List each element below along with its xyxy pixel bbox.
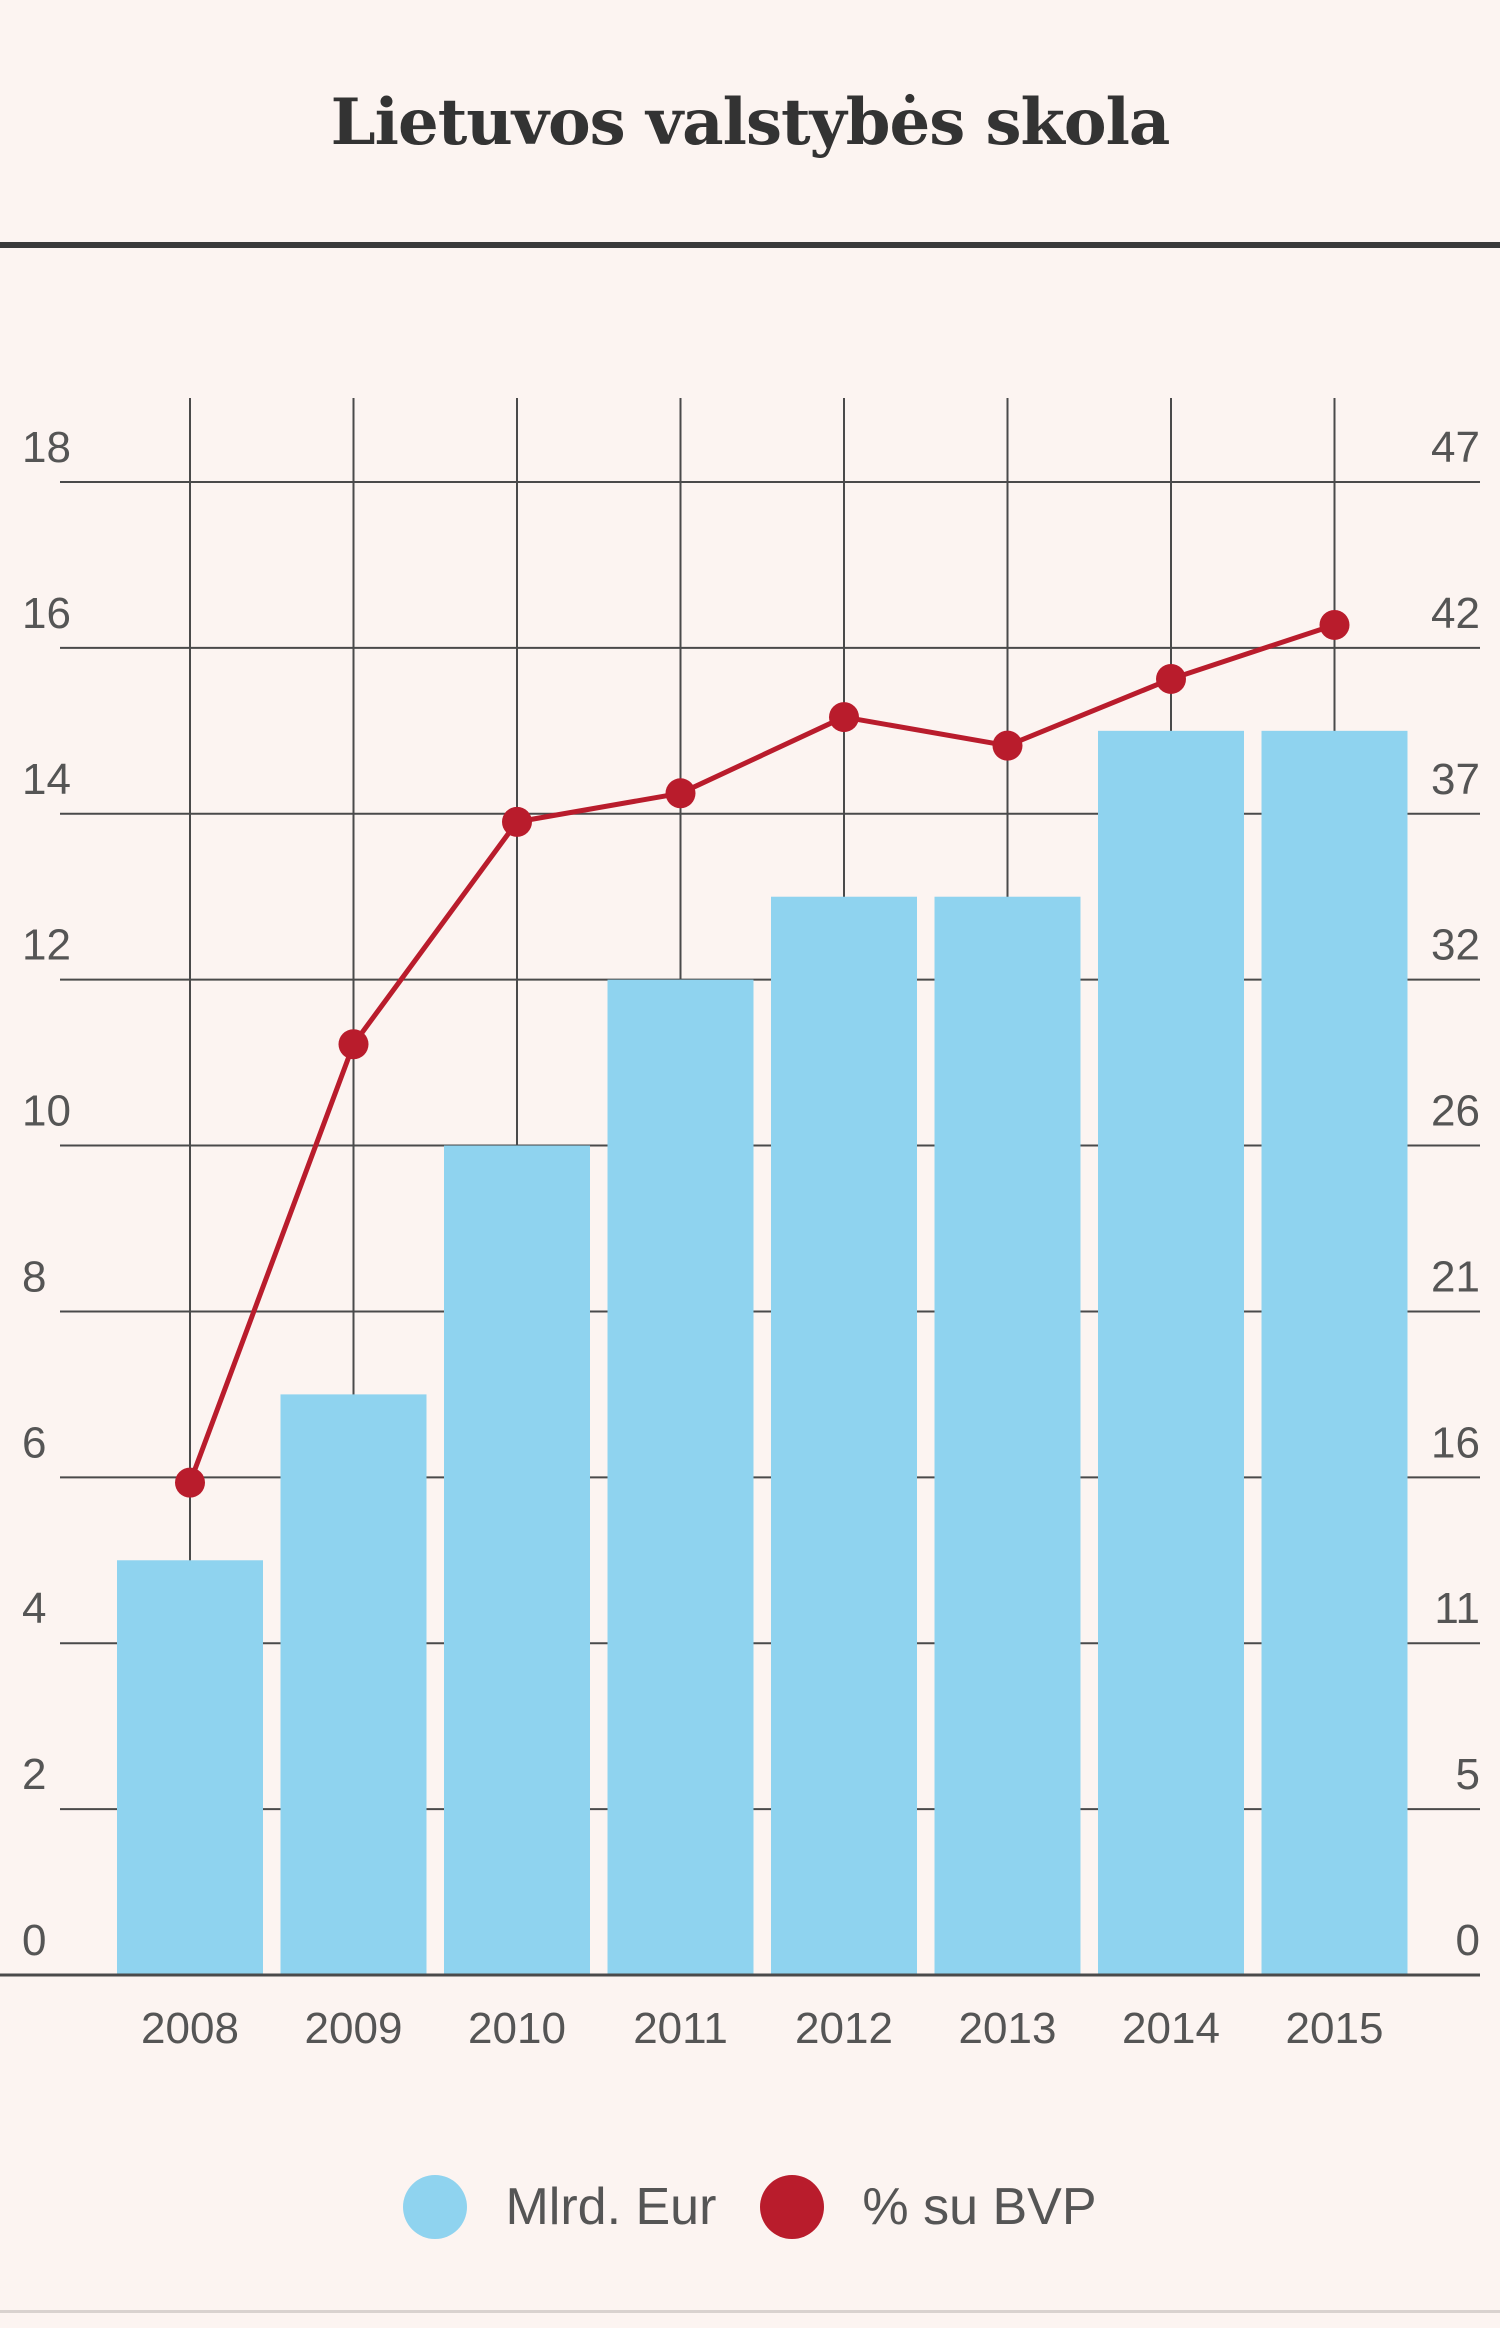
line-point-2015 — [1319, 609, 1350, 640]
line-point-2009 — [338, 1029, 369, 1060]
y-left-tick-18: 18 — [22, 423, 71, 472]
chart-header: Lietuvos valstybės skola — [0, 0, 1500, 248]
y-left-tick-12: 12 — [22, 921, 71, 970]
y-right-tick-5: 5 — [1456, 1750, 1480, 1799]
y-left-tick-14: 14 — [22, 755, 71, 804]
chart-title: Lietuvos valstybės skola — [330, 85, 1171, 160]
y-left-tick-4: 4 — [22, 1584, 46, 1633]
bar-2008 — [117, 1560, 263, 1975]
legend-swatch-bars — [403, 2175, 468, 2239]
legend-item-bars: Mlrd. Eur — [403, 2175, 716, 2239]
bar-2014 — [1098, 730, 1244, 1976]
y-right-tick-26: 26 — [1431, 1087, 1480, 1136]
legend-item-line: % su BVP — [760, 2175, 1097, 2239]
y-right-tick-37: 37 — [1431, 755, 1480, 804]
y-left-tick-0: 0 — [22, 1916, 46, 1965]
bottom-divider — [0, 2310, 1500, 2313]
bar-2010 — [444, 1145, 590, 1975]
y-left-tick-2: 2 — [22, 1750, 46, 1799]
legend-swatch-line — [760, 2175, 825, 2239]
line-point-2012 — [829, 702, 859, 733]
y-right-tick-0: 0 — [1456, 1916, 1480, 1965]
y-right-tick-47: 47 — [1431, 423, 1480, 472]
x-tick-2015: 2015 — [1286, 2004, 1384, 2053]
bar-2009 — [280, 1394, 427, 1975]
x-tick-2011: 2011 — [633, 2004, 728, 2053]
line-point-2010 — [502, 806, 532, 837]
line-point-2014 — [1156, 663, 1186, 694]
bar-2015 — [1261, 730, 1408, 1976]
line-series-pct-bvp — [187, 622, 1336, 1484]
bar-2011 — [607, 979, 754, 1975]
y-right-tick-21: 21 — [1431, 1252, 1480, 1301]
line-point-2008 — [175, 1467, 205, 1498]
chart-legend: Mlrd. Eur % su BVP — [0, 2162, 1500, 2252]
x-tick-2009: 2009 — [305, 2004, 403, 2053]
x-tick-2013: 2013 — [959, 2004, 1057, 2053]
y-left-tick-10: 10 — [22, 1087, 71, 1136]
x-tick-2012: 2012 — [795, 2004, 893, 2053]
debt-chart: 0 2 4 6 8 10 12 14 16 18 0 5 11 16 21 26 32 37 42 47 2008 200… — [0, 398, 1480, 2053]
bar-2012 — [771, 896, 917, 1976]
y-right-tick-11: 11 — [1434, 1584, 1480, 1633]
y-right-tick-16: 16 — [1431, 1418, 1480, 1467]
line-point-2013 — [992, 730, 1023, 761]
header-divider — [0, 242, 1500, 248]
x-tick-2008: 2008 — [141, 2004, 239, 2053]
y-left-tick-16: 16 — [22, 589, 71, 638]
bar-2013 — [934, 896, 1081, 1976]
y-left-tick-6: 6 — [22, 1418, 46, 1467]
y-left-tick-8: 8 — [22, 1252, 46, 1301]
line-point-2011 — [665, 778, 696, 809]
x-tick-2014: 2014 — [1122, 2004, 1220, 2053]
y-right-tick-32: 32 — [1431, 921, 1480, 970]
y-right-tick-42: 42 — [1431, 589, 1480, 638]
legend-label-bars: Mlrd. Eur — [505, 2178, 717, 2236]
legend-label-line: % su BVP — [862, 2178, 1097, 2236]
x-tick-2010: 2010 — [468, 2004, 566, 2053]
